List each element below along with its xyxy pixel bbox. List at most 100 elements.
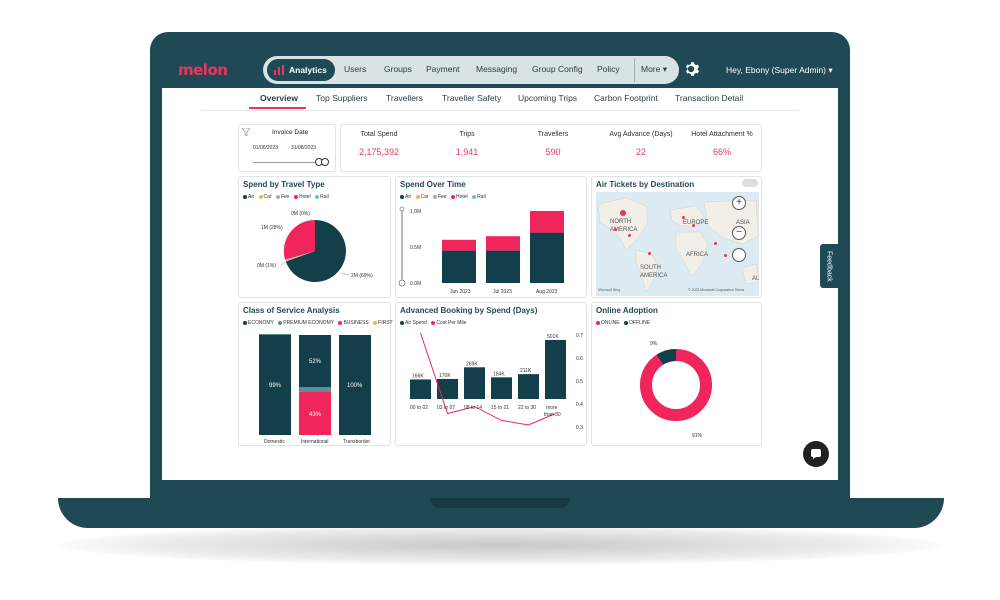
bar-domestic-economy[interactable] [259, 335, 291, 435]
map-toggle[interactable] [742, 179, 758, 187]
nav-item-messaging[interactable]: Messaging [476, 64, 518, 74]
legend-label: BUSINESS [343, 320, 369, 326]
tab-overview[interactable]: Overview [260, 93, 298, 103]
map-marker[interactable] [714, 242, 717, 245]
kpi-total-spend-value: 2,175,392 [358, 147, 400, 157]
donut-online[interactable] [640, 349, 712, 421]
settings-gear-icon[interactable] [682, 60, 700, 83]
bar-international-economy[interactable] [299, 335, 331, 387]
legend-dot [293, 194, 298, 199]
bar-international-business[interactable] [299, 392, 331, 435]
nav-item-policy[interactable]: Policy [597, 64, 620, 74]
legend-label: Car [263, 194, 272, 200]
bar-value-label: 501K [547, 334, 559, 340]
spend-over-time-card[interactable]: Spend Over Time Air Car Fee Hotel Rail 1… [395, 176, 587, 298]
bar-air-2[interactable] [530, 232, 564, 283]
bar-air-spend-0[interactable] [410, 379, 431, 399]
nav-item-payment[interactable]: Payment [426, 64, 460, 74]
chat-button[interactable] [803, 441, 829, 467]
bar-international-premium[interactable] [299, 387, 331, 392]
analytics-icon [274, 65, 284, 75]
legend-dot [450, 194, 455, 199]
spend-by-travel-type-card[interactable]: Spend by Travel Type Air Car Fee Hotel R… [238, 176, 391, 298]
legend-item: Rail [315, 194, 329, 200]
map-region-label: AU [752, 276, 759, 282]
map-marker[interactable] [648, 252, 651, 255]
nav-item-groups[interactable]: Groups [384, 64, 412, 74]
nav-item-analytics[interactable]: Analytics [267, 59, 335, 81]
invoice-end-date[interactable]: 31/08/2023 [291, 145, 317, 151]
feedback-tab[interactable]: Feedback [820, 244, 838, 288]
bar-air-spend-5[interactable] [545, 339, 566, 399]
zoom-out-button[interactable]: − [732, 226, 746, 240]
legend-item: Car [258, 194, 272, 200]
laptop-notch [430, 498, 570, 508]
caret-down-icon: ▾ [662, 64, 668, 74]
nav-item-group-config[interactable]: Group Config [532, 64, 583, 74]
legend-dot [338, 320, 343, 325]
bar-hotel-1[interactable] [486, 236, 520, 251]
bar-hotel-2[interactable] [530, 211, 564, 233]
bar-air-spend-4[interactable] [518, 374, 539, 399]
map-marker[interactable] [628, 234, 631, 237]
card-title: Spend Over Time [400, 180, 466, 189]
legend-item: PREMIUM ECONOMY [278, 320, 334, 326]
legend-label: Air [248, 194, 255, 200]
user-menu[interactable]: Hey, Ebony (Super Admin) ▾ [726, 65, 833, 76]
map-select-button[interactable] [732, 248, 746, 262]
legend: Air Car Fee Hotel Rail [400, 194, 489, 200]
legend-dot [596, 320, 600, 325]
invoice-date-filter[interactable]: Invoice Date 01/06/2023 31/08/2023 [238, 124, 336, 172]
map-region-label: AFRICA [686, 252, 709, 258]
tab-traveller-safety[interactable]: Traveller Safety [442, 93, 502, 103]
cost-per-mile-line[interactable] [420, 332, 556, 426]
bar-air-1[interactable] [486, 250, 520, 283]
map-marker[interactable] [614, 228, 617, 231]
air-tickets-map-card[interactable]: Air Tickets by Destination NORTH AMERICA… [591, 176, 762, 298]
zoom-in-button[interactable]: + [732, 196, 746, 210]
legend-item: Fee [275, 194, 290, 200]
active-tab-underline [249, 107, 306, 109]
nav-item-users[interactable]: Users [344, 64, 367, 74]
tab-travellers[interactable]: Travellers [386, 93, 423, 103]
bar-hotel-0[interactable] [442, 239, 476, 251]
time-slider-handle-bottom[interactable] [398, 279, 406, 287]
bar-air-spend-3[interactable] [491, 377, 512, 399]
advanced-booking-card[interactable]: Advanced Booking by Spend (Days) Air Spe… [395, 302, 587, 446]
map-marker[interactable] [724, 254, 727, 257]
pie-slice-fee[interactable] [285, 251, 315, 262]
pie-slice-hotel[interactable] [283, 219, 315, 260]
more-menu[interactable]: More ▾ [641, 64, 667, 75]
tab-carbon-footprint[interactable]: Carbon Footprint [594, 93, 658, 103]
bar-air-spend-1[interactable] [437, 378, 458, 399]
tab-transaction-detail[interactable]: Transaction Detail [675, 93, 744, 103]
y-tick-label: 1.0M [410, 209, 421, 215]
tab-upcoming-trips[interactable]: Upcoming Trips [518, 93, 578, 103]
class-of-service-card[interactable]: Class of Service Analysis ECONOMY PREMIU… [238, 302, 393, 446]
legend-item: Air [243, 194, 254, 200]
map-credit: © 2023 Microsoft Corporation Terms [688, 288, 745, 292]
pie-slice-air[interactable] [285, 220, 346, 282]
date-slider-handle-end[interactable] [321, 158, 329, 166]
time-slider-handle-top[interactable] [399, 206, 405, 212]
map-marker[interactable] [682, 216, 685, 219]
legend-dot [243, 320, 247, 325]
online-adoption-card[interactable]: Online Adoption ONLINE OFFLINE 9% 91% [591, 302, 762, 446]
map-marker[interactable] [692, 224, 695, 227]
legend-label: ONLINE [601, 320, 620, 326]
bar-air-0[interactable] [442, 250, 476, 283]
legend-item: ECONOMY [243, 320, 274, 326]
melon-logo[interactable]: melon [178, 61, 228, 79]
kpi-total-spend-label: Total Spend [360, 131, 398, 138]
bar-transborder-economy[interactable] [339, 335, 371, 435]
bar-domestic-premium[interactable] [259, 334, 291, 335]
legend: ONLINE OFFLINE [596, 320, 653, 326]
bar-value-label: 166K [412, 373, 424, 379]
invoice-start-date[interactable]: 01/06/2023 [253, 145, 279, 151]
donut-offline[interactable] [656, 349, 677, 365]
bar-air-spend-2[interactable] [464, 367, 485, 399]
tab-top-suppliers[interactable]: Top Suppliers [316, 93, 368, 103]
map-marker[interactable] [620, 210, 626, 216]
filter-icon [242, 128, 250, 136]
map-area[interactable]: NORTH AMERICA EUROPE AFRICA SOUTH AMERIC… [596, 192, 759, 296]
